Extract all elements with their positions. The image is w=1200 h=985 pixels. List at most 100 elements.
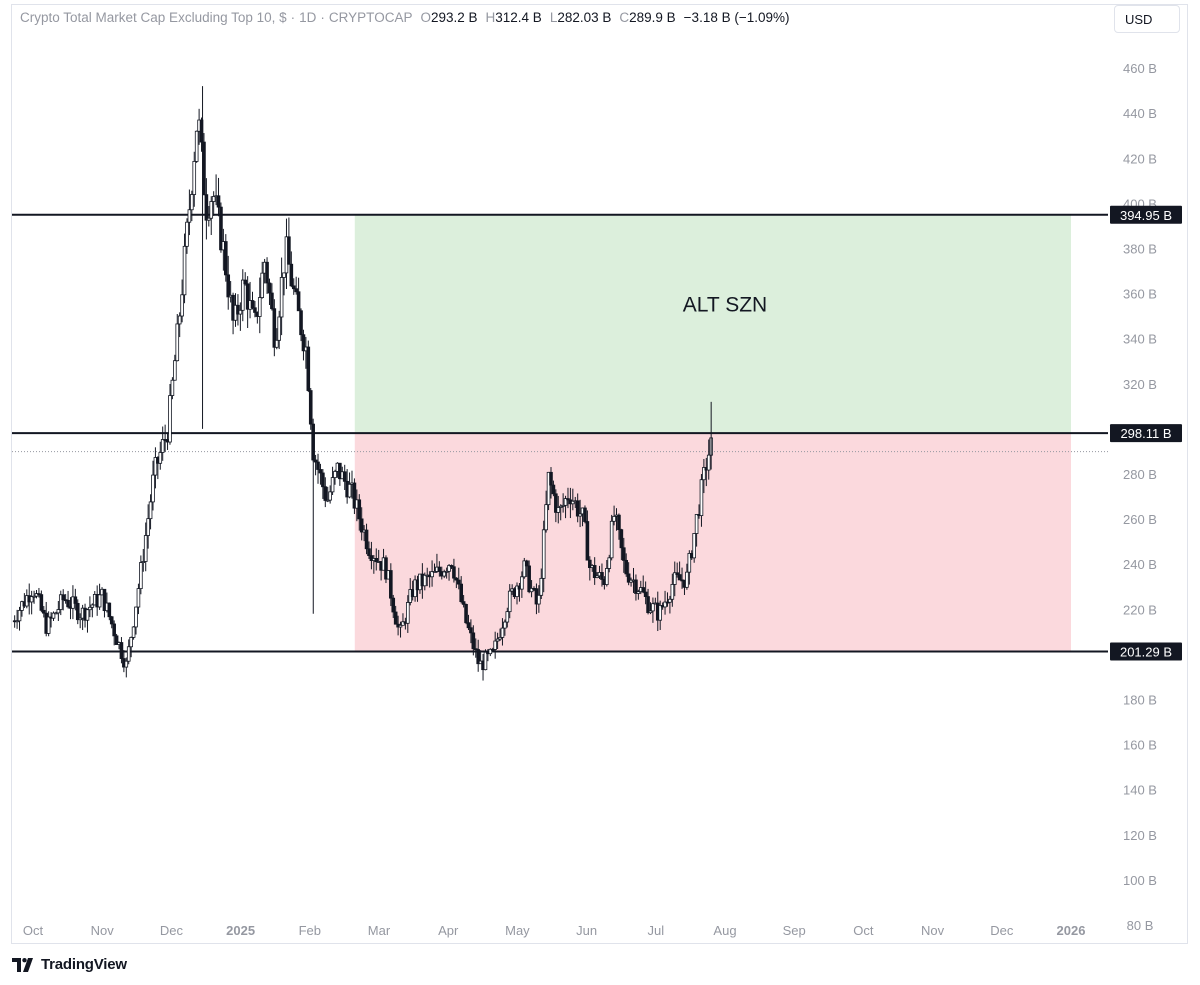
candle-body [648,610,653,614]
candle-body [294,288,298,293]
candle-body [488,648,493,655]
candle-body [367,548,371,556]
candle [291,278,296,295]
candle [270,283,274,311]
y-tick-label: 360 B [1123,287,1157,302]
candle [621,537,626,573]
candle [571,488,575,511]
candle [670,573,675,607]
candle [250,291,255,310]
candle-body [39,594,44,611]
candle-body [456,579,461,585]
currency-button[interactable]: USD [1114,5,1180,33]
y-tick-label: 420 B [1123,151,1157,166]
candle-body [204,194,209,221]
candle-body [658,605,662,621]
candle-body [66,599,70,608]
candle [476,639,480,672]
candle-body [187,209,192,223]
candle [634,574,638,601]
candle [364,523,369,555]
candle-body [257,297,262,317]
candle-body [539,577,544,596]
candle-body [168,395,172,443]
candle-body [299,310,303,336]
candle [702,458,706,494]
candle-body [287,236,291,265]
x-tick-label: 2026 [1057,923,1086,938]
candle [216,177,221,217]
candle [539,568,544,600]
candle [282,272,286,296]
candle-body [493,640,497,650]
candle [706,439,711,480]
candle [29,590,34,615]
candle [330,466,335,496]
high-value: 312.4 B [495,10,542,25]
candle-body [546,471,551,506]
candle-body [253,307,257,313]
candle [15,609,19,629]
candle [359,507,364,541]
candle-body [600,572,604,580]
y-tick-label: 340 B [1123,332,1157,347]
candle [73,588,78,611]
candle [119,637,124,664]
candle-body [609,520,614,559]
candle-body [522,560,527,578]
candle-body [37,593,41,596]
candle [442,569,447,579]
candle [490,647,495,651]
symbol-legend[interactable]: Crypto Total Market Cap Excluding Top 10… [20,10,790,25]
x-tick-label: Aug [713,923,736,938]
candle-body [209,201,214,219]
x-tick-label: Oct [23,923,44,938]
candle [374,548,379,571]
candle [454,577,459,589]
annotation-label: ALT SZN [683,294,767,317]
candle-body [624,559,629,575]
candle [583,505,587,524]
candle-body [141,561,146,563]
price-tag-label: 394.95 B [1120,208,1172,223]
candle [643,581,648,605]
candle [389,563,393,607]
candle-body [507,590,512,613]
candle [391,594,396,618]
candle-body [406,602,410,624]
candle-body [447,565,451,572]
candle-body [216,195,221,208]
candle [626,562,631,586]
y-tick-label: 440 B [1123,106,1157,121]
candle [469,619,473,644]
legend-separator: · [320,10,325,25]
tradingview-logo[interactable]: TradingView [12,956,127,973]
x-axis: Oct Nov Dec 2025 Feb Mar Apr May Jun Jul Aug Sep Oct… [23,923,1086,938]
candle-body [114,635,119,645]
price-tag-bg [1110,205,1182,224]
candle-body [260,272,265,298]
candle-body [129,637,133,648]
candle-body [185,221,189,247]
candle [558,504,563,521]
x-tick-label: May [505,923,530,938]
candle-body [663,601,667,608]
candle [308,388,313,430]
candle [274,328,279,350]
candle [78,613,82,629]
candle-body [75,603,80,621]
candle [153,447,158,489]
candle [158,441,163,470]
candle-body [476,649,480,665]
x-tick-label: Jun [576,923,597,938]
candle [102,588,107,618]
candle-body [73,596,78,604]
candle-body [544,504,548,531]
candle-body [646,596,650,614]
candle [75,599,80,625]
candle [66,590,70,609]
candle [529,580,534,598]
candle [107,602,112,621]
candle [245,276,250,329]
